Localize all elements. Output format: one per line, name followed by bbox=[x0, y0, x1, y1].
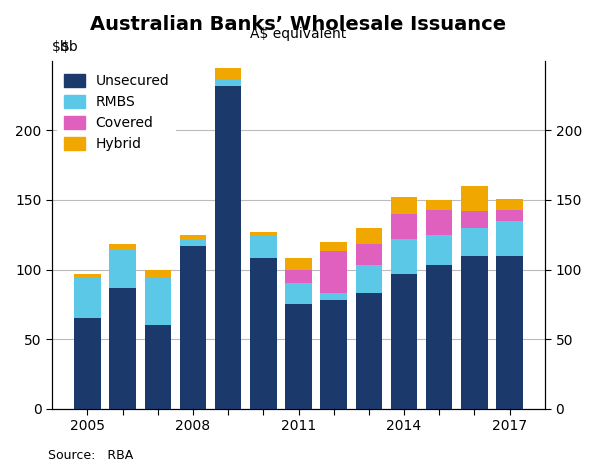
Bar bbox=[461, 228, 488, 255]
Bar bbox=[144, 276, 171, 325]
Bar bbox=[250, 232, 276, 235]
Bar bbox=[285, 283, 312, 304]
Bar bbox=[426, 210, 453, 235]
Bar bbox=[426, 200, 453, 210]
Bar bbox=[285, 269, 312, 283]
Bar bbox=[496, 210, 523, 221]
Bar bbox=[391, 197, 417, 214]
Bar bbox=[496, 255, 523, 409]
Bar bbox=[74, 274, 101, 276]
Bar bbox=[321, 293, 347, 300]
Title: Australian Banks’ Wholesale Issuance: Australian Banks’ Wholesale Issuance bbox=[90, 15, 507, 34]
Bar bbox=[356, 245, 382, 265]
Bar bbox=[109, 288, 136, 409]
Bar bbox=[215, 78, 241, 85]
Legend: Unsecured, RMBS, Covered, Hybrid: Unsecured, RMBS, Covered, Hybrid bbox=[57, 68, 176, 158]
Bar bbox=[496, 221, 523, 255]
Text: $b: $b bbox=[52, 40, 69, 54]
Bar bbox=[391, 274, 417, 409]
Bar bbox=[461, 255, 488, 409]
Bar bbox=[356, 293, 382, 409]
Bar bbox=[321, 300, 347, 409]
Bar bbox=[109, 248, 136, 288]
Bar bbox=[144, 325, 171, 409]
Bar bbox=[144, 269, 171, 276]
Bar bbox=[426, 235, 453, 265]
Text: Source:   RBA: Source: RBA bbox=[48, 449, 133, 462]
Bar bbox=[321, 242, 347, 251]
Bar bbox=[109, 245, 136, 248]
Bar bbox=[391, 214, 417, 239]
Bar bbox=[285, 258, 312, 269]
Bar bbox=[356, 228, 382, 245]
Bar bbox=[180, 235, 206, 239]
Bar bbox=[496, 198, 523, 210]
Bar bbox=[250, 258, 276, 409]
Bar bbox=[356, 265, 382, 293]
Bar bbox=[391, 239, 417, 274]
Bar bbox=[74, 276, 101, 318]
Text: A$ equivalent: A$ equivalent bbox=[250, 28, 347, 42]
Bar bbox=[461, 186, 488, 211]
Bar bbox=[285, 304, 312, 409]
Bar bbox=[180, 246, 206, 409]
Text: $b: $b bbox=[61, 40, 79, 54]
Bar bbox=[215, 85, 241, 409]
Bar bbox=[321, 251, 347, 293]
Bar bbox=[74, 318, 101, 409]
Bar bbox=[215, 68, 241, 78]
Bar bbox=[180, 239, 206, 246]
Bar bbox=[461, 211, 488, 228]
Bar bbox=[250, 235, 276, 258]
Bar bbox=[426, 265, 453, 409]
